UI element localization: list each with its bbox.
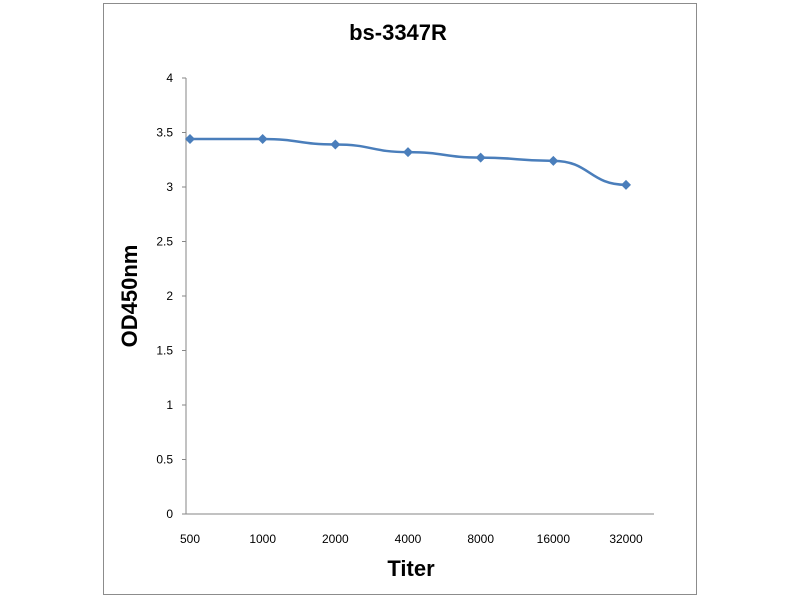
- data-point-marker: [185, 134, 195, 145]
- y-tick-label: 0: [166, 507, 173, 521]
- x-tick-label: 2000: [322, 532, 349, 546]
- x-axis-title: Titer: [387, 556, 435, 581]
- x-ticks: 500 1000 2000 4000 8000 16000 32000: [180, 532, 643, 546]
- y-ticks: 0 0.5 1 1.5 2 2.5 3 3.5 4: [156, 71, 186, 521]
- data-point-marker: [257, 134, 268, 145]
- y-tick-label: 1.5: [156, 344, 173, 358]
- x-tick-label: 8000: [467, 532, 494, 546]
- data-point-marker: [475, 152, 486, 163]
- data-point-marker: [548, 155, 559, 166]
- y-tick-label: 2.5: [156, 235, 173, 249]
- series-layer: [185, 134, 631, 190]
- y-tick-label: 3.5: [156, 126, 173, 140]
- y-tick-label: 3: [166, 180, 173, 194]
- x-tick-label: 16000: [537, 532, 571, 546]
- y-tick-label: 0.5: [156, 453, 173, 467]
- x-tick-label: 32000: [609, 532, 643, 546]
- y-tick-label: 1: [166, 398, 173, 412]
- chart-frame: [103, 3, 697, 595]
- y-tick-label: 4: [166, 71, 173, 85]
- data-point-marker: [403, 147, 413, 158]
- x-tick-label: 500: [180, 532, 200, 546]
- y-tick-label: 2: [166, 289, 173, 303]
- y-axis-title: OD450nm: [117, 245, 142, 348]
- series-line: [190, 137, 627, 187]
- x-tick-label: 4000: [395, 532, 422, 546]
- chart-title: bs-3347R: [349, 20, 447, 45]
- data-point-marker: [330, 139, 341, 150]
- x-tick-label: 1000: [249, 532, 276, 546]
- data-point-marker: [621, 179, 631, 190]
